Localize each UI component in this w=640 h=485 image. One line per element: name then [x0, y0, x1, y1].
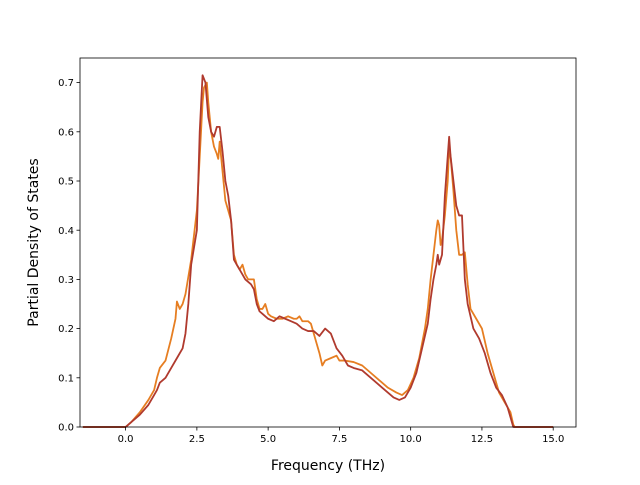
- y-tick-label: 0.6: [58, 127, 74, 138]
- x-tick-label: 2.5: [189, 434, 205, 445]
- plot-area: [79, 57, 577, 428]
- y-tick-label: 0.2: [58, 324, 74, 335]
- y-tick-label: 0.1: [58, 373, 74, 384]
- y-tick-label: 0.4: [58, 226, 74, 237]
- x-tick-label: 7.5: [331, 434, 347, 445]
- y-axis: 0.0 0.1 0.2 0.3 0.4 0.5 0.6 0.7: [58, 78, 80, 434]
- series-layer: [82, 74, 554, 428]
- y-tick-label: 0.5: [58, 177, 74, 188]
- axes-background: [80, 58, 576, 427]
- axes-frame: [79, 57, 577, 428]
- series-line-2: [82, 74, 554, 428]
- x-axis: 0.0 2.5 5.0 7.5 10.0 12.5 15.0: [118, 427, 564, 445]
- y-tick-label: 0.7: [58, 78, 74, 89]
- x-tick-label: 15.0: [542, 434, 564, 445]
- x-tick-label: 10.0: [400, 434, 422, 445]
- y-tick-label: 0.0: [58, 423, 74, 434]
- x-tick-label: 0.0: [118, 434, 134, 445]
- x-tick-label: 5.0: [260, 434, 276, 445]
- x-tick-label: 12.5: [471, 434, 493, 445]
- x-axis-title: Frequency (THz): [271, 458, 385, 474]
- y-tick-label: 0.3: [58, 275, 74, 286]
- y-axis-title: Partial Density of States: [26, 158, 42, 326]
